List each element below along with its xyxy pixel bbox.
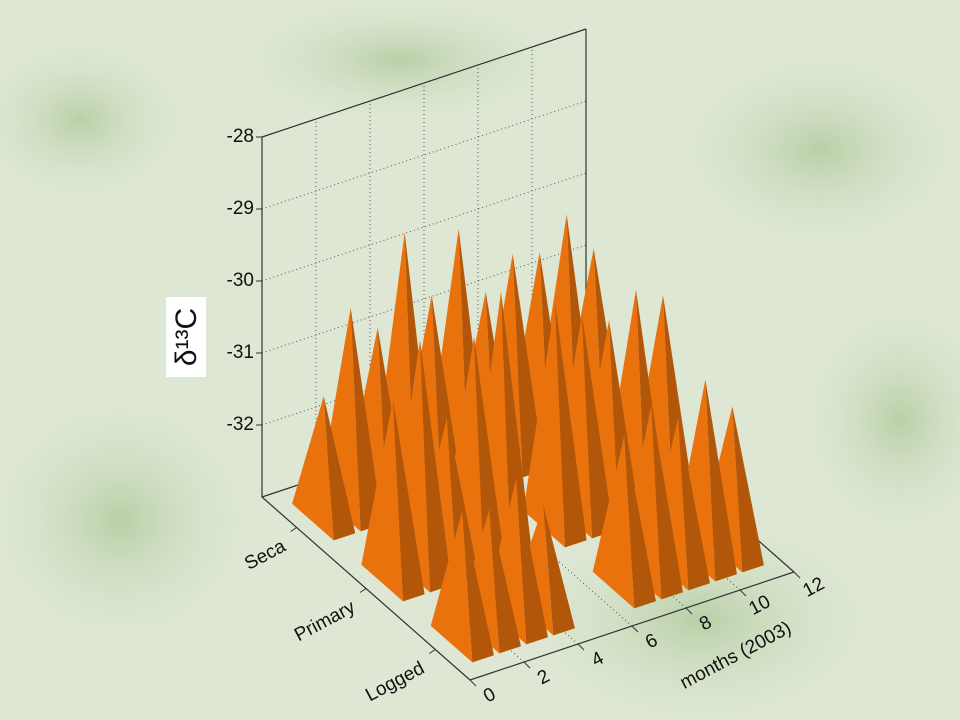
- pyramid-face-front: [651, 404, 683, 600]
- pyramid-face-front: [512, 253, 545, 478]
- x-tick: [631, 625, 639, 633]
- z-tick-label: -29: [227, 198, 254, 219]
- pyramid-face-front: [323, 396, 356, 541]
- x-tick: [577, 643, 585, 651]
- grid-line: [261, 172, 587, 282]
- pyramid-face-front: [462, 510, 494, 663]
- pyramid-face-front: [555, 302, 587, 548]
- z-axis-label-box: δ¹³C: [166, 297, 206, 377]
- pyramid-face-front: [489, 509, 521, 654]
- pyramid-face-front: [516, 478, 548, 645]
- pyramid-face-front: [350, 307, 383, 532]
- pyramid-face-front: [420, 340, 452, 593]
- pyramid: [361, 399, 425, 602]
- pyramid-face-left: [292, 396, 334, 541]
- pyramid: [523, 302, 587, 548]
- pyramid-face-left: [361, 399, 403, 602]
- x-tick: [523, 661, 531, 669]
- pyramid-face-front: [474, 336, 506, 575]
- pyramid-face-front: [543, 505, 575, 636]
- grid-line: [261, 100, 587, 210]
- pyramid-face-front: [624, 435, 656, 609]
- pyramid-face-left: [523, 302, 565, 548]
- pyramid: [292, 396, 356, 541]
- x-tick: [469, 679, 477, 687]
- grid-line: [261, 244, 587, 354]
- z-tick-label: -32: [227, 414, 254, 435]
- z-axis-label: δ¹³C: [170, 308, 203, 366]
- z-tick-label: -28: [227, 126, 254, 147]
- pyramid-face-front: [501, 291, 533, 566]
- pyramid-face-front: [393, 399, 425, 602]
- x-tick: [739, 589, 747, 597]
- row-tick: [290, 527, 297, 532]
- row-tick: [359, 588, 367, 593]
- pyramid: [592, 435, 656, 609]
- label-box: [166, 297, 206, 377]
- pyramid-face-front: [705, 379, 737, 582]
- pyramid-face-left: [592, 435, 635, 609]
- pyramid-face-left: [430, 510, 473, 663]
- pyramid-face-front: [678, 417, 710, 591]
- wall-edge: [261, 28, 587, 138]
- z-tick-label: -30: [227, 270, 254, 291]
- pyramid-face-front: [582, 314, 614, 539]
- x-tick: [793, 571, 801, 579]
- pyramid-face-front: [732, 406, 764, 573]
- row-tick: [429, 649, 436, 654]
- pyramid: [430, 510, 494, 663]
- x-tick: [685, 607, 693, 615]
- z-tick-label: -31: [227, 342, 254, 363]
